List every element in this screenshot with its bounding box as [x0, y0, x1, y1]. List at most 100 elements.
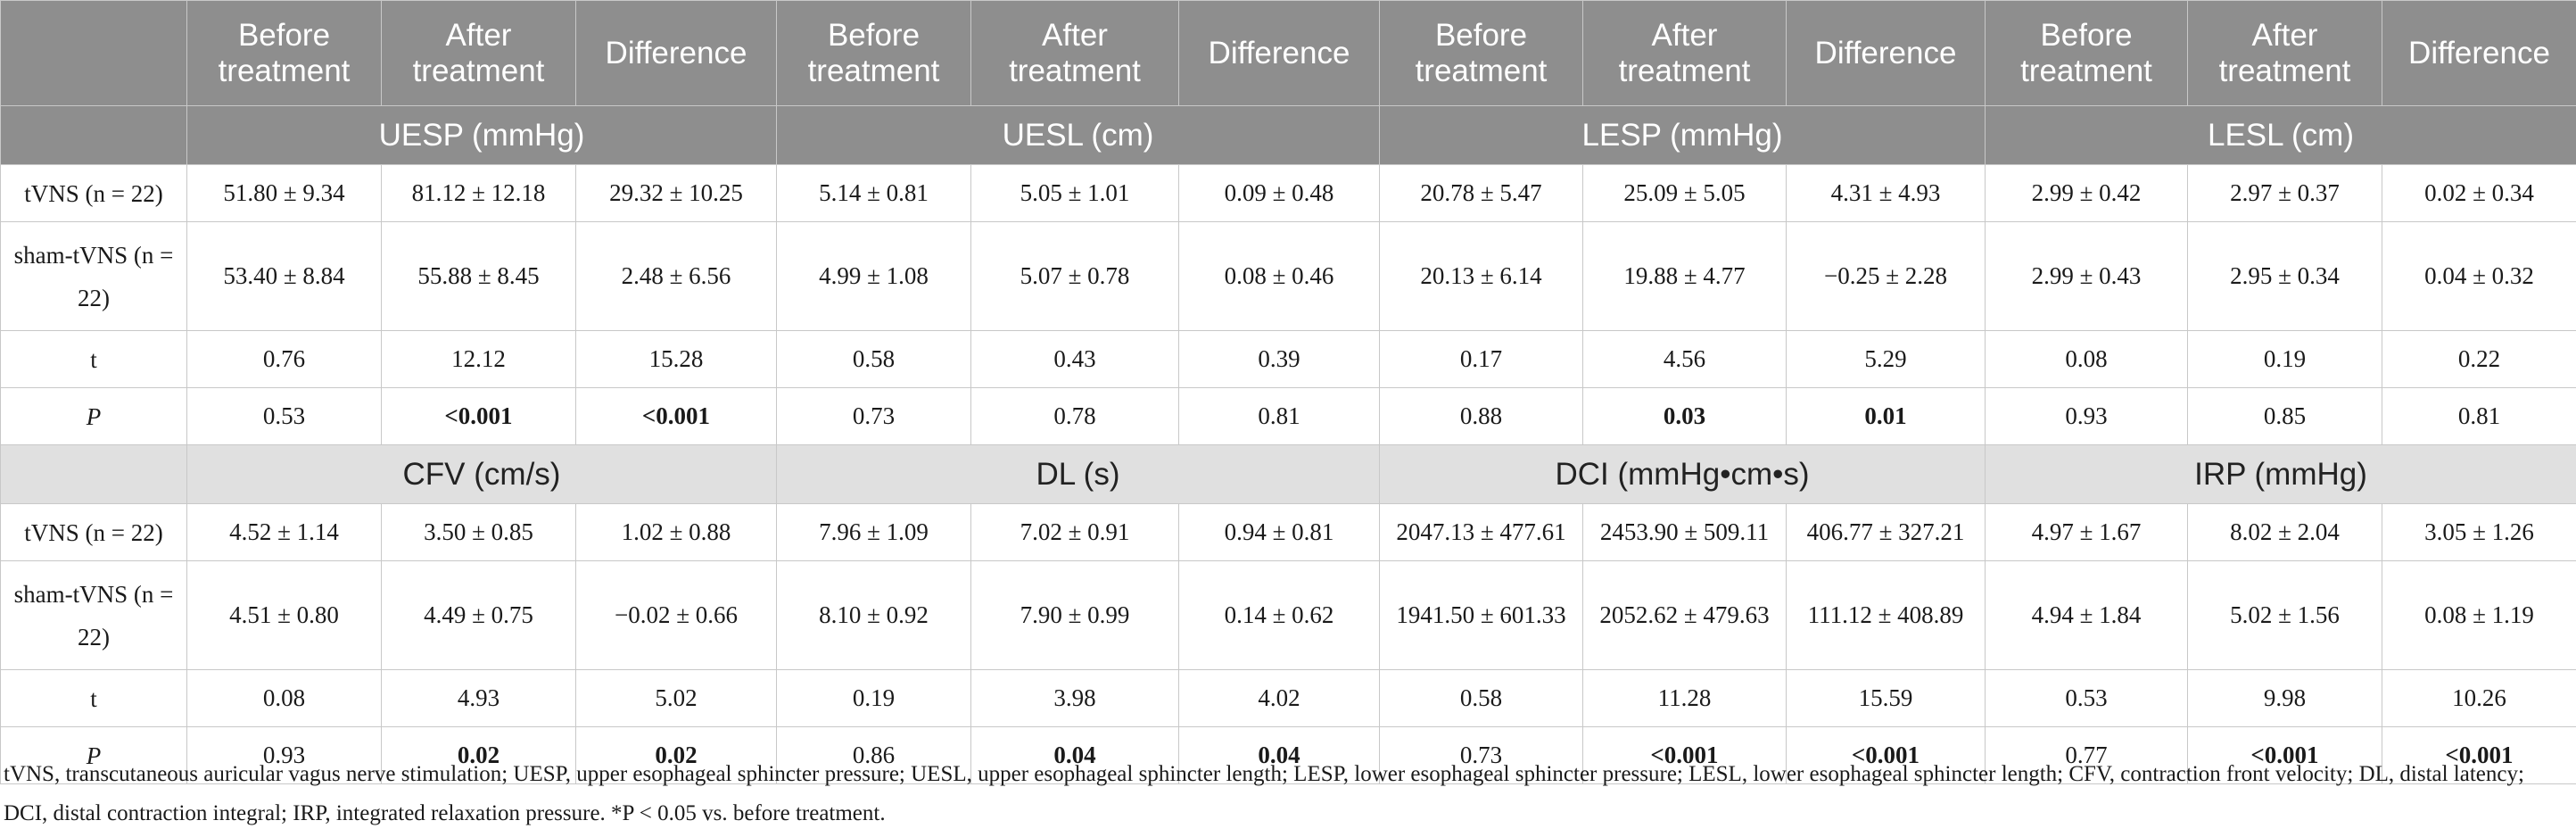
table-row: P 0.53 <0.001 <0.001 0.73 0.78 0.81 0.88 0.03 0.0…: [0, 387, 2576, 445]
table-cell: <0.001: [1582, 726, 1787, 784]
table-cell: 406.77 ± 327.21: [1786, 503, 1986, 561]
table-row: sham-tVNS (n = 22) 53.40 ± 8.84 55.88 ± 8.…: [0, 221, 2576, 331]
table-cell: 0.02 ± 0.34: [2382, 164, 2576, 222]
group-header-row: CFV (cm/s) DL (s) DCI (mmHg•cm•s) IRP (mmHg…: [0, 444, 2576, 504]
column-header: After treatment: [1582, 0, 1787, 106]
table-cell: 0.01: [1786, 387, 1986, 445]
column-header: Difference: [575, 0, 777, 106]
row-label: P: [0, 387, 187, 445]
table-cell: 5.07 ± 0.78: [970, 221, 1179, 331]
row-label: tVNS (n = 22): [0, 164, 187, 222]
table-cell: 9.98: [2187, 669, 2382, 727]
column-header: After treatment: [2187, 0, 2382, 106]
column-header: After treatment: [381, 0, 576, 106]
table-cell: 3.05 ± 1.26: [2382, 503, 2576, 561]
corner-cell: [0, 0, 187, 106]
table-cell: 2.99 ± 0.43: [1985, 221, 2188, 331]
group-header-label: LESL (cm): [1985, 105, 2576, 165]
table-cell: 2.48 ± 6.56: [575, 221, 777, 331]
table-cell: 5.29: [1786, 330, 1986, 388]
table-cell: 0.78: [970, 387, 1179, 445]
table-cell: 0.93: [186, 726, 382, 784]
table-cell: 4.49 ± 0.75: [381, 560, 576, 670]
table-cell: 55.88 ± 8.45: [381, 221, 576, 331]
row-label: sham-tVNS (n = 22): [0, 560, 187, 670]
table-cell: 0.19: [776, 669, 971, 727]
group-header-label: DCI (mmHg•cm•s): [1379, 444, 1986, 504]
column-header-row: Before treatment After treatment Differe…: [0, 0, 2576, 106]
table-cell: 111.12 ± 408.89: [1786, 560, 1986, 670]
table-cell: <0.001: [381, 387, 576, 445]
row-label: P: [0, 726, 187, 784]
table-cell: −0.02 ± 0.66: [575, 560, 777, 670]
table-cell: 2.97 ± 0.37: [2187, 164, 2382, 222]
table-cell: 4.02: [1178, 669, 1380, 727]
table-cell: 3.50 ± 0.85: [381, 503, 576, 561]
table-cell: 12.12: [381, 330, 576, 388]
table-cell: <0.001: [2382, 726, 2576, 784]
table-cell: 0.04 ± 0.32: [2382, 221, 2576, 331]
table-cell: 0.02: [575, 726, 777, 784]
table-cell: 0.08: [1985, 330, 2188, 388]
table-cell: −0.25 ± 2.28: [1786, 221, 1986, 331]
column-header: Difference: [1786, 0, 1986, 106]
table-cell: 0.14 ± 0.62: [1178, 560, 1380, 670]
table-cell: 4.94 ± 1.84: [1985, 560, 2188, 670]
table-cell: 4.52 ± 1.14: [186, 503, 382, 561]
table-cell: 0.08 ± 0.46: [1178, 221, 1380, 331]
group-header-label: IRP (mmHg): [1985, 444, 2576, 504]
group-header-label: LESP (mmHg): [1379, 105, 1986, 165]
table-cell: 0.53: [186, 387, 382, 445]
table-cell: 5.02 ± 1.56: [2187, 560, 2382, 670]
table-cell: 10.26: [2382, 669, 2576, 727]
table-cell: <0.001: [575, 387, 777, 445]
table-cell: 2.95 ± 0.34: [2187, 221, 2382, 331]
table-cell: 4.56: [1582, 330, 1787, 388]
table-cell: 53.40 ± 8.84: [186, 221, 382, 331]
table-cell: 51.80 ± 9.34: [186, 164, 382, 222]
table-row: P 0.93 0.02 0.02 0.86 0.04 0.04 0.73 <0.001 <0.00…: [0, 726, 2576, 784]
table-cell: 0.93: [1985, 387, 2188, 445]
table-cell: 20.78 ± 5.47: [1379, 164, 1583, 222]
table-cell: 0.39: [1178, 330, 1380, 388]
group-header-row: UESP (mmHg) UESL (cm) LESP (mmHg) LESL (cm): [0, 105, 2576, 165]
table-cell: 4.93: [381, 669, 576, 727]
table-cell: 4.51 ± 0.80: [186, 560, 382, 670]
table-row: t 0.08 4.93 5.02 0.19 3.98 4.02 0.58 11.28 15.59 0…: [0, 669, 2576, 727]
table-cell: 0.88: [1379, 387, 1583, 445]
table-cell: 8.02 ± 2.04: [2187, 503, 2382, 561]
group-header-blank: [0, 444, 187, 504]
table-cell: 0.94 ± 0.81: [1178, 503, 1380, 561]
row-label: t: [0, 330, 187, 388]
column-header: Difference: [2382, 0, 2576, 106]
table-cell: 0.73: [776, 387, 971, 445]
table-cell: 0.04: [970, 726, 1179, 784]
table-cell: 0.08: [186, 669, 382, 727]
table-cell: 2.99 ± 0.42: [1985, 164, 2188, 222]
table-cell: 0.86: [776, 726, 971, 784]
table-row: tVNS (n = 22) 51.80 ± 9.34 81.12 ± 12.18 29…: [0, 164, 2576, 222]
table-cell: 15.59: [1786, 669, 1986, 727]
table-cell: 0.17: [1379, 330, 1583, 388]
table-cell: 0.58: [776, 330, 971, 388]
table-cell: 0.85: [2187, 387, 2382, 445]
table-cell: 7.02 ± 0.91: [970, 503, 1179, 561]
results-table: Before treatment After treatment Differe…: [0, 0, 2576, 784]
table-cell: 0.03: [1582, 387, 1787, 445]
table-footnote: tVNS, transcutaneous auricular vagus ner…: [4, 762, 2524, 825]
table-cell: 0.53: [1985, 669, 2188, 727]
column-header: After treatment: [970, 0, 1179, 106]
table-cell: 0.22: [2382, 330, 2576, 388]
table-cell: 20.13 ± 6.14: [1379, 221, 1583, 331]
table-cell: <0.001: [2187, 726, 2382, 784]
table-cell: 0.04: [1178, 726, 1380, 784]
column-header: Before treatment: [776, 0, 971, 106]
group-header-blank: [0, 105, 187, 165]
table-cell: 4.99 ± 1.08: [776, 221, 971, 331]
column-header: Before treatment: [1985, 0, 2188, 106]
table-row: t 0.76 12.12 15.28 0.58 0.43 0.39 0.17 4.56 5.29 0…: [0, 330, 2576, 388]
table-row: tVNS (n = 22) 4.52 ± 1.14 3.50 ± 0.85 1.02 …: [0, 503, 2576, 561]
table-cell: 81.12 ± 12.18: [381, 164, 576, 222]
row-label: tVNS (n = 22): [0, 503, 187, 561]
table-cell: 0.19: [2187, 330, 2382, 388]
